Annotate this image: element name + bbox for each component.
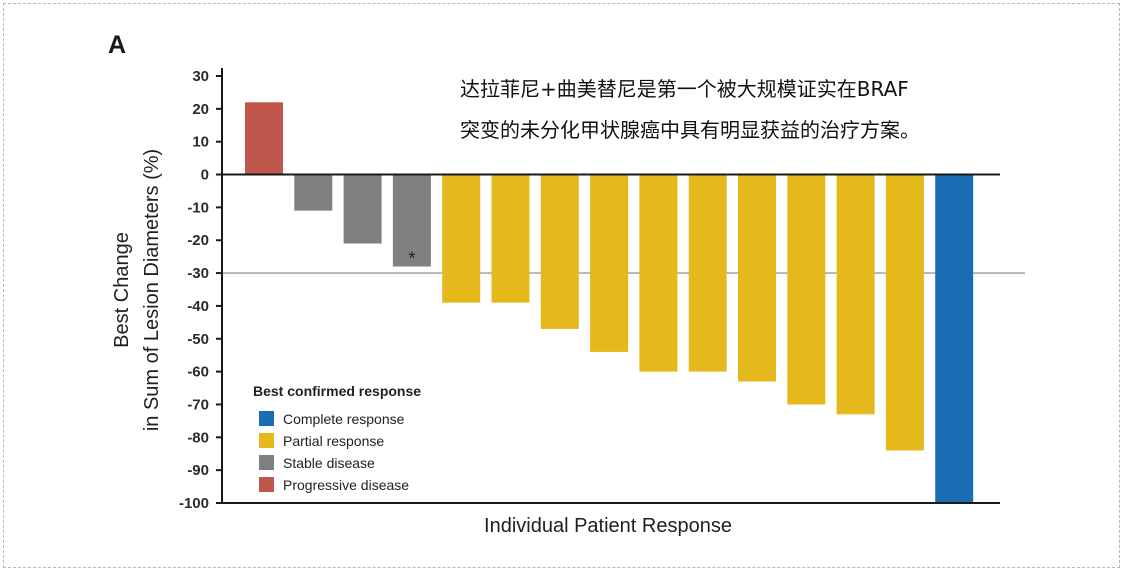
bar-12 — [787, 174, 826, 405]
bar-9 — [639, 174, 678, 372]
y-tick-label: -80 — [187, 429, 209, 446]
y-axis-title-line-1: Best Change — [111, 232, 133, 348]
bar-13 — [836, 174, 875, 415]
y-tick-label: 10 — [192, 134, 209, 151]
bar-2 — [294, 174, 333, 211]
bar-1 — [245, 102, 283, 175]
bar-7 — [540, 174, 579, 329]
legend-swatch-pr — [259, 433, 274, 448]
bar-11 — [738, 174, 776, 382]
y-tick-label: -60 — [187, 364, 209, 381]
annotation-line-1: 达拉菲尼+曲美替尼是第一个被大规模证实在BRAF — [460, 77, 909, 101]
bar-5 — [442, 174, 481, 303]
bar-4 — [392, 174, 431, 267]
bar-3 — [343, 174, 382, 244]
bar-8 — [590, 174, 629, 352]
annotation: 达拉菲尼+曲美替尼是第一个被大规模证实在BRAF 突变的未分化甲状腺癌中具有明显… — [460, 77, 920, 142]
bar-10 — [688, 174, 727, 372]
y-tick-label: -50 — [187, 331, 209, 348]
legend-swatch-pd — [259, 477, 274, 492]
legend-label-cr: Complete response — [283, 411, 405, 427]
x-axis-title: Individual Patient Response — [484, 515, 732, 537]
y-tick-label: 0 — [201, 167, 209, 184]
y-axis-title: Best Change in Sum of Lesion Diameters (… — [111, 149, 163, 431]
legend-swatch-cr — [259, 411, 274, 426]
legend-label-sd: Stable disease — [283, 455, 375, 471]
legend-label-pd: Progressive disease — [283, 477, 409, 493]
y-tick-label: -30 — [187, 265, 209, 282]
y-tick-label: -20 — [187, 232, 209, 249]
y-tick-label: -70 — [187, 396, 209, 413]
y-axis-title-line-2: in Sum of Lesion Diameters (%) — [141, 149, 163, 431]
y-tick-label: 30 — [192, 68, 209, 85]
y-tick-label: 20 — [192, 101, 209, 118]
bar-marker: * — [408, 249, 415, 269]
legend-title: Best confirmed response — [253, 383, 421, 399]
axis-layer: 30 20 10 0 -10 -20 -30 -40 -50 -60 -70 -80 -90 -100 — [179, 68, 1000, 512]
legend-label-pr: Partial response — [283, 433, 384, 449]
legend: Best confirmed response Complete respons… — [253, 383, 421, 493]
annotation-line-2: 突变的未分化甲状腺癌中具有明显获益的治疗方案。 — [460, 118, 920, 142]
bar-6 — [491, 174, 530, 303]
panel-label: A — [108, 31, 126, 59]
y-tick-label: -100 — [179, 495, 209, 512]
figure-frame — [3, 3, 1120, 568]
legend-swatch-sd — [259, 455, 274, 470]
legend-items: Complete response Partial response Stable … — [259, 411, 409, 493]
bar-15 — [935, 174, 974, 504]
bars-layer: * — [245, 102, 974, 504]
bar-14 — [885, 174, 924, 451]
y-tick-label: -40 — [187, 298, 209, 315]
y-tick-label: -90 — [187, 462, 209, 479]
y-tick-label: -10 — [187, 199, 209, 216]
